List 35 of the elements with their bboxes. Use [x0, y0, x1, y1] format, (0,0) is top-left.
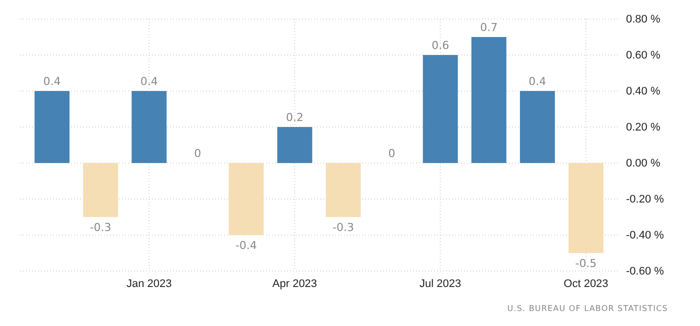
- data-label: -0.5: [575, 257, 597, 270]
- data-label: -0.3: [90, 221, 112, 234]
- bar: [83, 163, 118, 217]
- x-tick-label: Oct 2023: [564, 278, 608, 290]
- bar: [568, 163, 604, 253]
- data-label: 0: [194, 147, 202, 160]
- data-label: 0.4: [43, 75, 61, 88]
- data-label: 0.7: [480, 21, 498, 34]
- y-tick-label: -0.20 %: [626, 194, 664, 206]
- y-tick-label: 0.60 %: [626, 50, 660, 62]
- data-label: 0.2: [286, 111, 304, 124]
- y-tick-label: 0.80 %: [626, 14, 660, 26]
- bar: [34, 91, 70, 163]
- bar: [471, 37, 506, 163]
- x-tick-label: Apr 2023: [272, 278, 318, 290]
- bar: [326, 163, 361, 217]
- x-tick-label: Jan 2023: [126, 278, 172, 290]
- y-tick-label: 0.00 %: [626, 158, 660, 170]
- y-tick-label: 0.40 %: [626, 86, 660, 98]
- bar: [422, 55, 458, 163]
- data-label: 0.4: [528, 75, 546, 88]
- y-tick-label: 0.20 %: [626, 122, 660, 134]
- bar: [132, 91, 167, 163]
- data-label: 0: [388, 147, 396, 160]
- bar: [520, 91, 555, 163]
- bar: [277, 127, 312, 163]
- data-label: -0.4: [235, 239, 257, 252]
- data-label: 0.4: [140, 75, 158, 88]
- x-tick-label: Jul 2023: [420, 278, 462, 290]
- y-tick-label: -0.40 %: [626, 230, 664, 242]
- y-tick-label: -0.60 %: [626, 266, 664, 278]
- bar: [228, 163, 264, 235]
- data-label: -0.3: [332, 221, 354, 234]
- text: U.S. BUREAU OF LABOR STATISTICS: [507, 304, 668, 313]
- data-label: 0.6: [432, 39, 450, 52]
